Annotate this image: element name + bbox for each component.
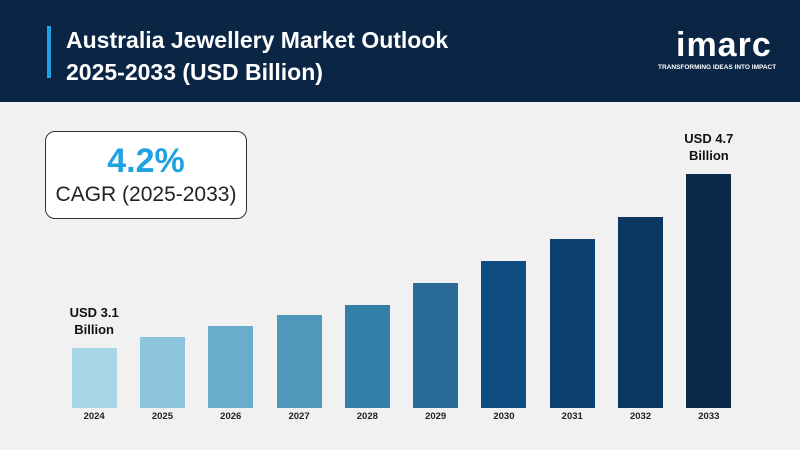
bar xyxy=(139,337,185,408)
bar xyxy=(413,282,459,408)
x-tick-label: 2029 xyxy=(425,411,447,422)
bar xyxy=(71,348,117,408)
x-tick-label: 2032 xyxy=(629,411,652,422)
x-tick-label: 2026 xyxy=(220,411,242,422)
x-tick-label: 2028 xyxy=(356,411,378,422)
kpi-value: 4.2% xyxy=(107,142,185,180)
x-tick-label: 2031 xyxy=(561,411,583,422)
bar xyxy=(481,260,527,408)
bar xyxy=(208,326,254,408)
data-label: USD 4.7 Billion xyxy=(684,130,734,163)
bar xyxy=(344,304,390,408)
header: Australia Jewellery Market Outlook 2025-… xyxy=(0,0,800,102)
x-tick-label: 2024 xyxy=(83,411,105,422)
kpi-label: CAGR (2025-2033) xyxy=(55,183,237,206)
x-tick-label: 2025 xyxy=(151,411,173,422)
x-tick-label: 2033 xyxy=(698,411,720,422)
x-tick-label: 2030 xyxy=(493,411,515,422)
tagline: TRANSFORMING IDEAS INTO IMPACT xyxy=(658,64,777,71)
bar xyxy=(549,239,595,408)
kpi-box: 4.2% CAGR (2025-2033) xyxy=(45,131,247,219)
data-label: USD 3.1 Billion xyxy=(69,305,119,338)
x-tick-label: 2027 xyxy=(288,411,310,422)
bar xyxy=(276,315,322,408)
title: Australia Jewellery Market Outlook 2025-… xyxy=(66,27,449,85)
accent-bar xyxy=(47,26,51,78)
logo: imarc xyxy=(676,26,772,64)
bar xyxy=(686,173,732,408)
bar xyxy=(618,217,664,408)
